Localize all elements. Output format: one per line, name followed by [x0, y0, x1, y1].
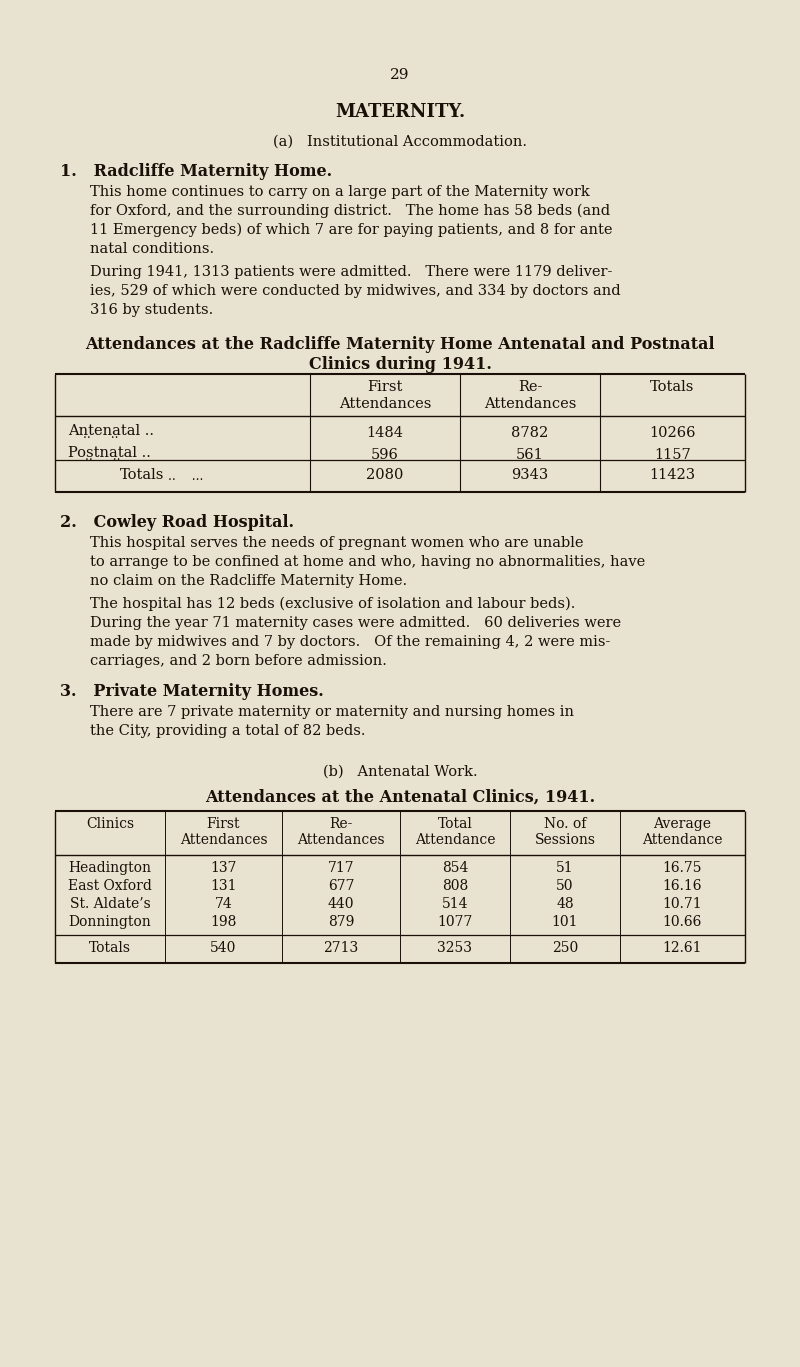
Text: 50: 50 — [556, 879, 574, 893]
Text: 250: 250 — [552, 940, 578, 956]
Text: Attendances: Attendances — [484, 396, 576, 411]
Text: 16.16: 16.16 — [662, 879, 702, 893]
Text: Headington: Headington — [69, 861, 151, 875]
Text: (b)   Antenatal Work.: (b) Antenatal Work. — [322, 766, 478, 779]
Text: ies, 529 of which were conducted by midwives, and 334 by doctors and: ies, 529 of which were conducted by midw… — [90, 284, 621, 298]
Text: First: First — [206, 817, 240, 831]
Text: 101: 101 — [552, 915, 578, 930]
Text: no claim on the Radcliffe Maternity Home.: no claim on the Radcliffe Maternity Home… — [90, 574, 407, 588]
Text: East Oxford: East Oxford — [68, 879, 152, 893]
Text: The hospital has 12 beds (exclusive of isolation and labour beds).: The hospital has 12 beds (exclusive of i… — [90, 597, 575, 611]
Text: Clinics: Clinics — [86, 817, 134, 831]
Text: 10.71: 10.71 — [662, 897, 702, 910]
Text: 440: 440 — [328, 897, 354, 910]
Text: 16.75: 16.75 — [662, 861, 702, 875]
Text: There are 7 private maternity or maternity and nursing homes in: There are 7 private maternity or materni… — [90, 705, 574, 719]
Text: Totals: Totals — [120, 468, 164, 483]
Text: This hospital serves the needs of pregnant women who are unable: This hospital serves the needs of pregna… — [90, 536, 583, 550]
Text: 717: 717 — [328, 861, 354, 875]
Text: MATERNITY.: MATERNITY. — [335, 103, 465, 122]
Text: Antenatal ..: Antenatal .. — [68, 424, 154, 437]
Text: 9343: 9343 — [511, 468, 549, 483]
Text: Re-: Re- — [518, 380, 542, 394]
Text: 8782: 8782 — [511, 427, 549, 440]
Text: Attendances: Attendances — [339, 396, 431, 411]
Text: Attendance: Attendance — [414, 833, 495, 848]
Text: Totals: Totals — [89, 940, 131, 956]
Text: Attendance: Attendance — [642, 833, 722, 848]
Text: 11423: 11423 — [650, 468, 695, 483]
Text: (a)   Institutional Accommodation.: (a) Institutional Accommodation. — [273, 135, 527, 149]
Text: 2713: 2713 — [323, 940, 358, 956]
Text: Attendances: Attendances — [180, 833, 267, 848]
Text: Average: Average — [654, 817, 711, 831]
Text: 677: 677 — [328, 879, 354, 893]
Text: 316 by students.: 316 by students. — [90, 303, 214, 317]
Text: Postnatal ..: Postnatal .. — [68, 446, 151, 461]
Text: During the year 71 maternity cases were admitted.   60 deliveries were: During the year 71 maternity cases were … — [90, 617, 621, 630]
Text: Donnington: Donnington — [69, 915, 151, 930]
Text: for Oxford, and the surrounding district.   The home has 58 beds (and: for Oxford, and the surrounding district… — [90, 204, 610, 219]
Text: 131: 131 — [210, 879, 237, 893]
Text: 1484: 1484 — [366, 427, 403, 440]
Text: 1157: 1157 — [654, 448, 691, 462]
Text: Attendances: Attendances — [297, 833, 385, 848]
Text: to arrange to be confined at home and who, having no abnormalities, have: to arrange to be confined at home and wh… — [90, 555, 646, 569]
Text: Totals: Totals — [650, 380, 694, 394]
Text: 514: 514 — [442, 897, 468, 910]
Text: 51: 51 — [556, 861, 574, 875]
Text: 1.   Radcliffe Maternity Home.: 1. Radcliffe Maternity Home. — [60, 163, 332, 180]
Text: First: First — [367, 380, 402, 394]
Text: 12.61: 12.61 — [662, 940, 702, 956]
Text: Total: Total — [438, 817, 473, 831]
Text: 137: 137 — [210, 861, 237, 875]
Text: natal conditions.: natal conditions. — [90, 242, 214, 256]
Text: 596: 596 — [371, 448, 399, 462]
Text: 540: 540 — [210, 940, 237, 956]
Text: 11 Emergency beds) of which 7 are for paying patients, and 8 for ante: 11 Emergency beds) of which 7 are for pa… — [90, 223, 613, 238]
Text: Clinics during 1941.: Clinics during 1941. — [309, 355, 491, 373]
Text: St. Aldate’s: St. Aldate’s — [70, 897, 150, 910]
Text: 808: 808 — [442, 879, 468, 893]
Text: Sessions: Sessions — [534, 833, 595, 848]
Text: 3.   Private Maternity Homes.: 3. Private Maternity Homes. — [60, 684, 324, 700]
Text: This home continues to carry on a large part of the Maternity work: This home continues to carry on a large … — [90, 185, 590, 200]
Text: made by midwives and 7 by doctors.   Of the remaining 4, 2 were mis-: made by midwives and 7 by doctors. Of th… — [90, 636, 610, 649]
Text: 879: 879 — [328, 915, 354, 930]
Text: 854: 854 — [442, 861, 468, 875]
Text: 29: 29 — [390, 68, 410, 82]
Text: 10.66: 10.66 — [663, 915, 702, 930]
Text: the City, providing a total of 82 beds.: the City, providing a total of 82 beds. — [90, 725, 366, 738]
Text: ..     ..: .. .. — [83, 428, 118, 442]
Text: Attendances at the Antenatal Clinics, 1941.: Attendances at the Antenatal Clinics, 19… — [205, 789, 595, 807]
Text: 2.   Cowley Road Hospital.: 2. Cowley Road Hospital. — [60, 514, 294, 530]
Text: Attendances at the Radcliffe Maternity Home Antenatal and Postnatal: Attendances at the Radcliffe Maternity H… — [86, 336, 714, 353]
Text: 561: 561 — [516, 448, 544, 462]
Text: 48: 48 — [556, 897, 574, 910]
Text: carriages, and 2 born before admission.: carriages, and 2 born before admission. — [90, 653, 387, 668]
Text: No. of: No. of — [544, 817, 586, 831]
Text: During 1941, 1313 patients were admitted.   There were 1179 deliver-: During 1941, 1313 patients were admitted… — [90, 265, 612, 279]
Text: 74: 74 — [214, 897, 232, 910]
Text: ..    ...: .. ... — [168, 470, 203, 483]
Text: ..     ..: .. .. — [85, 450, 121, 463]
Text: 2080: 2080 — [366, 468, 404, 483]
Text: 10266: 10266 — [650, 427, 696, 440]
Text: 198: 198 — [210, 915, 237, 930]
Text: Re-: Re- — [330, 817, 353, 831]
Text: 3253: 3253 — [438, 940, 473, 956]
Text: 1077: 1077 — [438, 915, 473, 930]
